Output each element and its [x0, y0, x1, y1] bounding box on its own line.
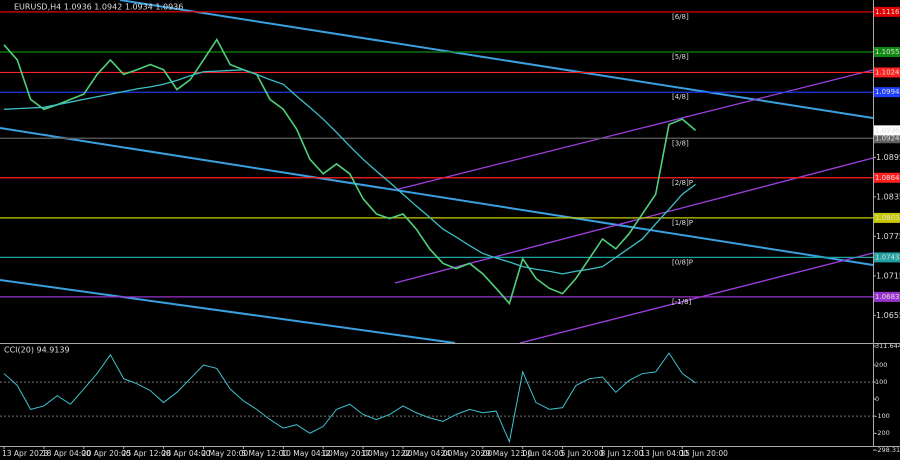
price-line: [3, 37, 697, 306]
price-box-label: 1.0864: [875, 174, 900, 182]
price-box: [874, 47, 900, 58]
level-label: [5/8]: [672, 53, 689, 61]
price-line: [3, 69, 696, 275]
x-tick-label: 5 Jun 20:00: [561, 449, 604, 458]
x-tick-label: 5 May 12:00: [241, 449, 288, 458]
trend-line: [119, 0, 874, 119]
level-label: [6/8]: [672, 13, 689, 21]
chart-title: EURUSD,H4 1.0936 1.0942 1.0934 1.0936: [14, 3, 183, 12]
y-tick-label: -298.3100: [875, 446, 900, 454]
price-box: [874, 6, 900, 17]
y-tick-label: 100: [875, 378, 887, 386]
trend-line: [0, 127, 874, 266]
y-tick-label: 1.0655: [876, 311, 900, 320]
y-tick-label: 1.0775: [876, 232, 900, 241]
level-label: [-1/8]: [672, 298, 692, 306]
current-price-label: 1.0936: [875, 126, 900, 134]
x-tick-label: 10 May 04:00: [281, 449, 333, 458]
y-tick-label: -100: [875, 412, 890, 420]
level-label: [3/8]: [672, 139, 689, 147]
x-tick-label: 29 May 12:00: [481, 449, 533, 458]
x-tick-label: 25 Apr 12:00: [122, 449, 171, 458]
level-label: [1/8]P: [672, 219, 693, 227]
price-box-label: 1.0803: [875, 214, 900, 222]
price-box: [874, 212, 900, 223]
level-label: [2/8]P: [672, 179, 693, 187]
price-box: [874, 291, 900, 302]
y-tick-label: 0: [875, 395, 879, 403]
y-tick-label: 311.6444: [875, 342, 900, 350]
current-price-box: [874, 125, 900, 136]
level-label: [0/8]P: [672, 258, 693, 266]
y-tick-label: 1.0895: [876, 153, 900, 162]
x-tick-label: 2 May 20:00: [202, 449, 249, 458]
x-tick-label: 28 Apr 04:00: [162, 449, 211, 458]
channel-line: [394, 69, 874, 191]
x-tick-label: 13 Apr 2023: [2, 449, 49, 458]
x-tick-label: 24 May 20:00: [441, 449, 493, 458]
price-box-label: 1.0994: [875, 88, 900, 96]
y-tick-label: 200: [875, 361, 887, 369]
x-tick-label: 22 May 04:00: [401, 449, 453, 458]
price-box: [874, 133, 900, 144]
y-tick-label: 1.0715: [876, 271, 900, 280]
level-label: [4/8]: [672, 93, 689, 101]
channel-line: [394, 157, 874, 284]
x-tick-label: 12 May 20:00: [321, 449, 373, 458]
price-box-label: 1.0683: [875, 293, 900, 301]
trend-line: [0, 279, 456, 344]
price-box: [874, 87, 900, 98]
price-box: [874, 67, 900, 78]
price-box-label: 1.1055: [875, 48, 900, 56]
price-box: [874, 252, 900, 263]
price-box-label: 1.1116: [875, 8, 900, 16]
price-box-label: 1.0743: [875, 253, 900, 261]
price-box: [874, 172, 900, 183]
x-tick-label: 13 Jun 04:00: [640, 449, 688, 458]
indicator-line: [3, 352, 696, 444]
indicator-title: CCI(20) 94.9139: [4, 346, 70, 355]
y-tick-label: 1.0835: [876, 192, 900, 201]
x-tick-label: 18 Apr 04:00: [42, 449, 91, 458]
x-tick-label: 8 Jun 12:00: [601, 449, 644, 458]
x-tick-label: 15 Jun 20:00: [680, 449, 728, 458]
price-box-label: 1.1024: [875, 68, 900, 76]
x-tick-label: 20 Apr 20:00: [82, 449, 131, 458]
price-box-label: 1.0924: [875, 134, 900, 142]
channel-line: [519, 252, 874, 344]
y-tick-label: -200: [875, 429, 890, 437]
x-tick-label: 17 May 12:00: [361, 449, 413, 458]
x-tick-label: 1 Jun 04:00: [521, 449, 564, 458]
